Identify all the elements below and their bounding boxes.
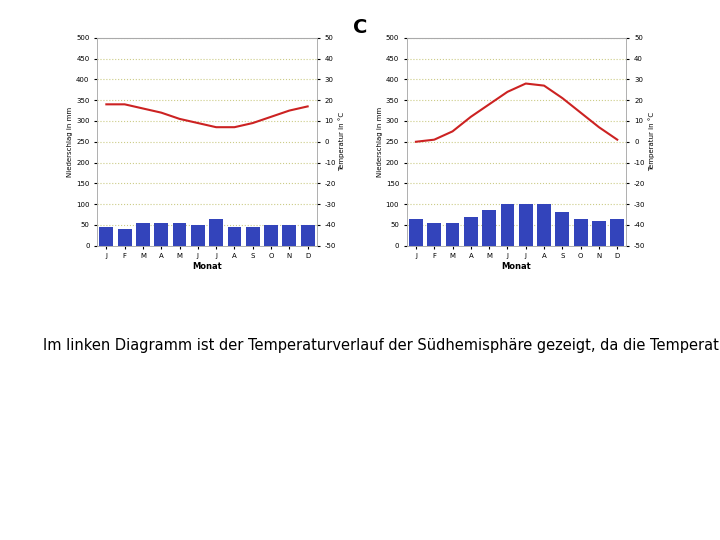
Bar (574, 219, 588, 246)
Bar (228, 227, 241, 246)
Bar (246, 227, 260, 246)
Bar (611, 219, 624, 246)
Bar (592, 221, 606, 246)
Bar (191, 225, 204, 246)
Bar (99, 227, 113, 246)
Bar (301, 225, 315, 246)
Bar (210, 219, 223, 246)
X-axis label: Monat: Monat (502, 262, 531, 271)
Bar (118, 229, 132, 246)
Bar (446, 223, 459, 246)
Y-axis label: Niederschlag in mm: Niederschlag in mm (67, 107, 73, 177)
Bar (136, 223, 150, 246)
Text: C: C (353, 18, 367, 37)
Bar (154, 223, 168, 246)
Bar (428, 223, 441, 246)
X-axis label: Monat: Monat (192, 262, 222, 271)
Bar (282, 225, 296, 246)
Bar (519, 204, 533, 246)
Bar (173, 223, 186, 246)
Bar (409, 219, 423, 246)
Bar (482, 211, 496, 246)
Bar (264, 225, 278, 246)
Bar (537, 204, 551, 246)
Bar (500, 204, 514, 246)
Y-axis label: Temperatur in °C: Temperatur in °C (648, 112, 655, 171)
Bar (556, 212, 570, 246)
Y-axis label: Niederschlag in mm: Niederschlag in mm (377, 107, 383, 177)
Text: Im linken Diagramm ist der Temperaturverlauf der Südhemisphäre gezeigt, da die T: Im linken Diagramm ist der Temperaturver… (43, 338, 720, 353)
Bar (464, 217, 477, 246)
Y-axis label: Temperatur in °C: Temperatur in °C (338, 112, 346, 171)
